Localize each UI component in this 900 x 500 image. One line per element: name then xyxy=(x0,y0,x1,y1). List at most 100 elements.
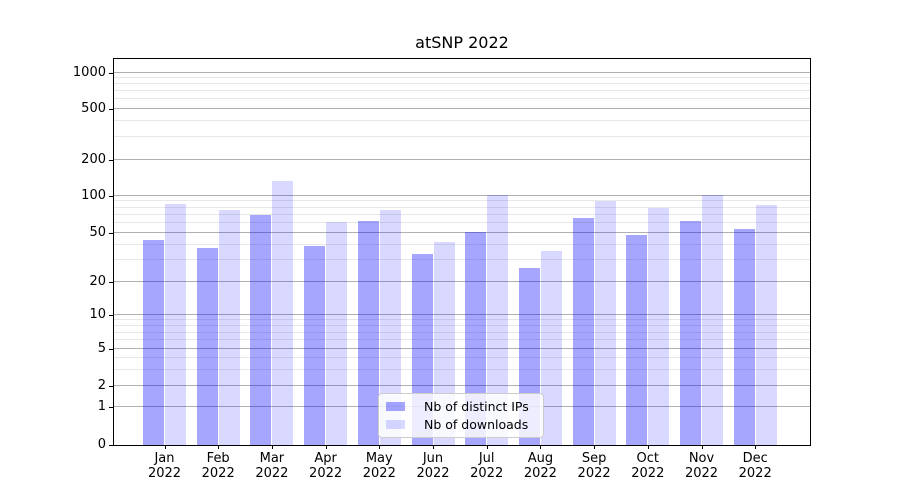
x-label-year: 2022 xyxy=(523,466,557,481)
bar-may-ips xyxy=(357,220,379,445)
x-label-year: 2022 xyxy=(362,466,396,481)
x-tick-mark xyxy=(433,445,434,449)
chart-title: atSNP 2022 xyxy=(415,33,509,52)
x-label-month: Feb xyxy=(206,451,230,466)
y-tick-label: 500 xyxy=(81,101,106,116)
bar-aug-downloads xyxy=(540,250,562,445)
x-tick-mark xyxy=(540,445,542,449)
ips-swatch-icon xyxy=(386,401,405,411)
x-tick-label: Aug 2022 xyxy=(508,451,572,481)
bar-dec-downloads xyxy=(755,204,777,445)
grid-minor-line xyxy=(114,206,810,208)
grid-minor-line xyxy=(114,259,810,261)
bar-may-downloads xyxy=(379,209,401,445)
x-tick-mark xyxy=(486,445,488,449)
x-tick-label: Sep 2022 xyxy=(562,451,626,481)
x-tick-mark xyxy=(647,445,649,449)
grid-minor-line xyxy=(114,368,810,370)
x-label-month: May xyxy=(365,451,393,466)
y-tick-mark xyxy=(109,282,113,283)
x-label-month: Dec xyxy=(742,451,768,466)
x-tick-mark xyxy=(379,445,381,449)
bar-dec-ips xyxy=(733,228,755,445)
y-tick-label: 50 xyxy=(89,225,106,240)
x-label-month: Oct xyxy=(636,451,660,466)
x-label-month: Sep xyxy=(581,451,607,466)
grid-minor-line xyxy=(114,222,810,224)
bar-mar-downloads xyxy=(272,181,294,445)
grid-minor-line xyxy=(114,200,810,202)
x-label-month: Apr xyxy=(314,451,337,466)
x-tick-mark xyxy=(701,445,703,449)
y-tick-label: 10 xyxy=(89,307,106,322)
y-tick-label: 1 xyxy=(97,399,106,414)
x-tick-label: Mar 2022 xyxy=(240,451,304,481)
x-tick-label: Apr 2022 xyxy=(294,451,358,481)
x-label-year: 2022 xyxy=(255,466,289,481)
x-tick-mark xyxy=(218,445,220,449)
x-label-year: 2022 xyxy=(309,466,343,481)
bar-jan-downloads xyxy=(165,204,186,445)
x-label-month: Mar xyxy=(259,451,285,466)
y-tick-label: 2 xyxy=(97,378,106,393)
y-tick-label: 20 xyxy=(89,274,106,289)
y-tick-mark xyxy=(109,233,113,234)
bar-oct-downloads xyxy=(648,207,670,445)
grid-minor-line xyxy=(114,213,810,215)
x-tick-mark xyxy=(325,445,327,449)
grid-minor-line xyxy=(114,319,810,321)
x-tick-label: Nov 2022 xyxy=(670,451,734,481)
bar-sep-ips xyxy=(572,217,594,445)
plot-area: Nb of distinct IPs Nb of downloads xyxy=(113,58,811,446)
y-tick-mark xyxy=(109,109,113,110)
grid-major-line xyxy=(114,71,810,73)
y-tick-label: 1000 xyxy=(72,64,106,80)
x-tick-mark xyxy=(755,445,757,449)
grid-minor-line xyxy=(114,77,810,79)
bar-nov-downloads xyxy=(702,194,723,445)
x-label-year: 2022 xyxy=(738,466,772,481)
x-tick-label: Feb 2022 xyxy=(186,451,250,481)
legend-label: Nb of downloads xyxy=(424,417,529,433)
x-tick-label: Jan 2022 xyxy=(133,451,197,481)
downloads-swatch-icon xyxy=(386,420,405,430)
y-tick-mark xyxy=(109,445,113,446)
grid-major-line xyxy=(114,108,810,109)
grid-minor-line xyxy=(114,357,810,359)
x-label-month: Jul xyxy=(478,451,495,466)
y-tick-label: 200 xyxy=(81,152,106,167)
y-tick-mark xyxy=(109,349,113,350)
x-tick-label: Jun 2022 xyxy=(401,451,465,481)
bar-jul-downloads xyxy=(487,194,509,445)
x-label-year: 2022 xyxy=(577,466,611,481)
bar-sep-downloads xyxy=(594,201,616,445)
x-tick-mark xyxy=(271,445,273,449)
y-tick-mark xyxy=(109,315,113,316)
y-tick-mark xyxy=(109,160,113,161)
bar-apr-downloads xyxy=(326,222,348,445)
x-tick-label: Oct 2022 xyxy=(616,451,680,481)
plot-inner xyxy=(114,59,810,445)
x-label-year: 2022 xyxy=(201,466,235,481)
x-label-year: 2022 xyxy=(631,466,665,481)
grid-major-line xyxy=(114,281,810,282)
bar-jan-ips xyxy=(143,239,164,445)
grid-minor-line xyxy=(114,98,810,100)
x-tick-label: Dec 2022 xyxy=(723,451,787,481)
x-tick-label: May 2022 xyxy=(347,451,411,481)
grid-minor-line xyxy=(114,331,810,333)
x-label-month: Jun xyxy=(422,451,444,466)
grid-major-line xyxy=(114,159,810,160)
grid-minor-line xyxy=(114,136,810,138)
grid-minor-line xyxy=(114,120,810,122)
x-label-year: 2022 xyxy=(416,466,450,481)
grid-major-line xyxy=(114,385,810,386)
grid-major-line xyxy=(114,314,810,315)
grid-minor-line xyxy=(114,339,810,341)
y-tick-label: 0 xyxy=(97,437,106,452)
x-label-month: Jan xyxy=(154,451,175,466)
y-tick-mark xyxy=(109,72,113,74)
y-tick-mark xyxy=(109,195,113,197)
grid-major-line xyxy=(114,194,810,196)
